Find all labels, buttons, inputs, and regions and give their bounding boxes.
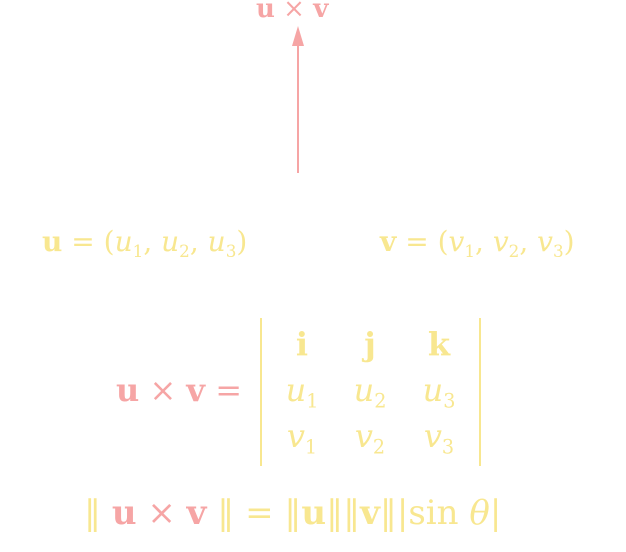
- vector-u-name: u: [42, 225, 63, 258]
- vector-v-name: v: [380, 225, 397, 258]
- magnitude-rhs-norm-u-open: ‖: [284, 493, 302, 533]
- vector-v-c2: v: [492, 225, 509, 258]
- matrix-v2-base: v: [354, 417, 373, 455]
- magnitude-abs-close: |: [489, 493, 502, 533]
- magnitude-rhs-u: u: [301, 493, 327, 533]
- arrow-label-v: v: [313, 0, 329, 24]
- vector-u-definition: u = (u1, u2, u3): [42, 225, 248, 261]
- matrix-k: k: [427, 325, 451, 363]
- matrix-v2: v2: [340, 417, 400, 457]
- magnitude-rhs-norm-mid: ‖‖: [326, 493, 361, 533]
- cross-definition-lhs: u × v =: [116, 374, 242, 406]
- vector-u-c3-sub: 3: [225, 240, 237, 261]
- matrix-u1-sub: 1: [306, 389, 319, 413]
- matrix-v3: v3: [409, 417, 469, 457]
- vector-v-c3-sub: 3: [552, 240, 564, 261]
- cross-lhs-equals: =: [215, 371, 242, 409]
- vector-u-c3: u: [207, 225, 226, 258]
- vector-v-c3: v: [537, 225, 553, 258]
- matrix-u1: u1: [272, 371, 332, 411]
- matrix-v1-sub: 1: [304, 435, 318, 459]
- vector-u-c2-sub: 2: [179, 240, 190, 261]
- vector-v-equals: =: [405, 225, 429, 258]
- matrix-v2-sub: 2: [372, 435, 386, 459]
- vector-u-c1-sub: 1: [132, 240, 144, 261]
- magnitude-theta: θ: [469, 493, 490, 533]
- vector-v-definition: v = (v1, v2, v3): [380, 225, 575, 261]
- vector-v-c2-sub: 2: [508, 240, 520, 261]
- arrow-label: u × v: [256, 0, 328, 22]
- arrow-label-u: u: [256, 0, 275, 24]
- matrix-u2: u2: [340, 371, 400, 411]
- vector-v-c1-sub: 1: [464, 240, 476, 261]
- magnitude-u: u: [111, 493, 137, 533]
- matrix-u3-base: u: [422, 371, 444, 409]
- matrix-v3-base: v: [423, 417, 442, 455]
- magnitude-equals: =: [245, 493, 274, 533]
- matrix-u2-base: u: [353, 371, 375, 409]
- matrix-u1-base: u: [285, 371, 307, 409]
- matrix-v3-sub: 3: [441, 435, 455, 459]
- vector-u-c1: u: [114, 225, 133, 258]
- cross-lhs-u: u: [116, 371, 140, 409]
- matrix-j: j: [364, 325, 376, 363]
- vector-u-open: (: [103, 225, 115, 258]
- magnitude-sin: sin: [408, 493, 459, 533]
- matrix-v1: v1: [272, 417, 332, 457]
- determinant-left-bar: [260, 318, 262, 466]
- determinant-right-bar: [479, 318, 481, 466]
- magnitude-rhs-v: v: [360, 493, 380, 533]
- vector-v-close: ): [563, 225, 575, 258]
- magnitude-v: v: [186, 493, 207, 533]
- vector-u-c2: u: [161, 225, 180, 258]
- matrix-u2-sub: 2: [374, 389, 387, 413]
- cross-lhs-times: ×: [149, 371, 177, 409]
- matrix-v1-base: v: [286, 417, 305, 455]
- matrix-i: i: [295, 325, 309, 363]
- magnitude-times: ×: [147, 493, 176, 533]
- matrix-u3-sub: 3: [443, 389, 456, 413]
- arrow-head: [292, 26, 304, 46]
- magnitude-norm-open: ‖: [84, 493, 101, 533]
- cross-lhs-v: v: [186, 371, 206, 409]
- vector-v-open: (: [437, 225, 449, 258]
- vector-u-close: ): [236, 225, 248, 258]
- magnitude-formula: ‖ u × v ‖ = ‖u‖‖v‖|sin θ|: [84, 496, 501, 530]
- magnitude-abs-open: |: [396, 493, 409, 533]
- magnitude-norm-close: ‖: [217, 493, 235, 533]
- matrix-u3: u3: [409, 371, 469, 411]
- vector-v-c1: v: [448, 225, 465, 258]
- arrow-label-times: ×: [283, 0, 305, 24]
- magnitude-rhs-norm-v-close: ‖: [379, 493, 397, 533]
- vector-u-equals: =: [71, 225, 95, 258]
